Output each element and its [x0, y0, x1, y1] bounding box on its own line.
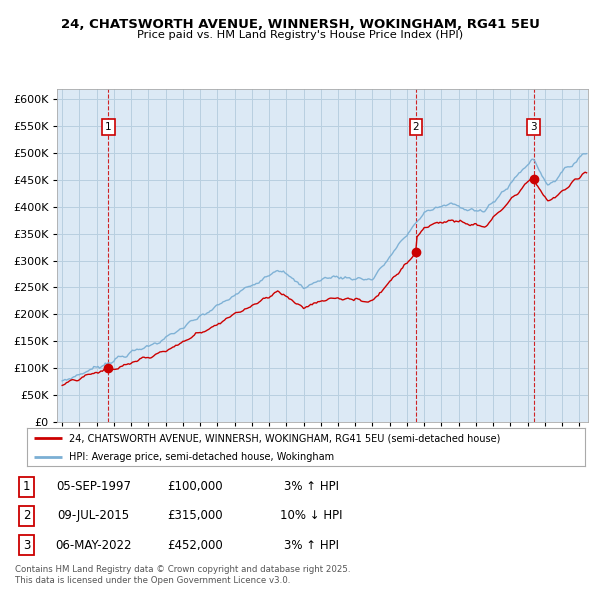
Text: 24, CHATSWORTH AVENUE, WINNERSH, WOKINGHAM, RG41 5EU (semi-detached house): 24, CHATSWORTH AVENUE, WINNERSH, WOKINGH…: [69, 433, 500, 443]
Text: £452,000: £452,000: [167, 539, 223, 552]
Text: 10% ↓ HPI: 10% ↓ HPI: [280, 509, 343, 523]
Text: 1: 1: [23, 480, 30, 493]
Text: Contains HM Land Registry data © Crown copyright and database right 2025.
This d: Contains HM Land Registry data © Crown c…: [15, 565, 350, 585]
Text: 2: 2: [413, 122, 419, 132]
Text: 3% ↑ HPI: 3% ↑ HPI: [284, 480, 339, 493]
Text: 05-SEP-1997: 05-SEP-1997: [56, 480, 131, 493]
Text: 1: 1: [105, 122, 112, 132]
Text: Price paid vs. HM Land Registry's House Price Index (HPI): Price paid vs. HM Land Registry's House …: [137, 30, 463, 40]
Text: 24, CHATSWORTH AVENUE, WINNERSH, WOKINGHAM, RG41 5EU: 24, CHATSWORTH AVENUE, WINNERSH, WOKINGH…: [61, 18, 539, 31]
Text: 3: 3: [23, 539, 30, 552]
Text: 09-JUL-2015: 09-JUL-2015: [58, 509, 130, 523]
Text: 06-MAY-2022: 06-MAY-2022: [55, 539, 131, 552]
Text: 3% ↑ HPI: 3% ↑ HPI: [284, 539, 339, 552]
Text: HPI: Average price, semi-detached house, Wokingham: HPI: Average price, semi-detached house,…: [69, 451, 334, 461]
Text: £315,000: £315,000: [167, 509, 223, 523]
Text: 3: 3: [530, 122, 537, 132]
Text: 2: 2: [23, 509, 30, 523]
Text: £100,000: £100,000: [167, 480, 223, 493]
